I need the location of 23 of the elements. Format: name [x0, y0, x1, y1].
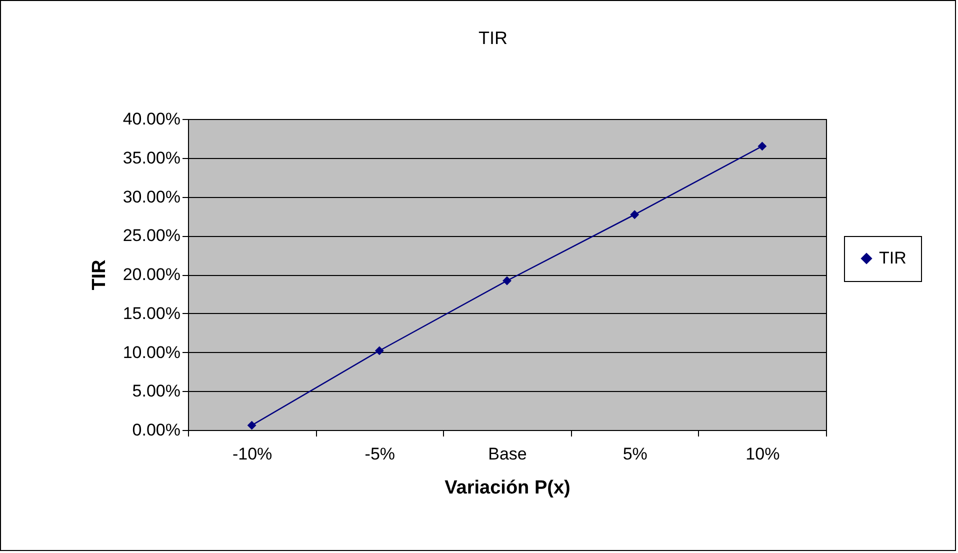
- y-tick-label: 15.00%: [122, 304, 180, 323]
- x-tick-label: 5%: [622, 444, 648, 464]
- x-tick-label: 10%: [746, 444, 780, 464]
- point: [374, 346, 384, 356]
- x-tick-label: Base: [488, 444, 527, 464]
- legend-label: TIR: [879, 248, 906, 268]
- y-tick-label: 0.00%: [132, 420, 180, 440]
- y-tick-label: 35.00%: [122, 148, 180, 168]
- y-axis-title: TIR: [88, 259, 110, 290]
- point: [758, 142, 767, 151]
- point: [247, 420, 256, 430]
- chart-title: TIR: [478, 28, 508, 48]
- y-tick-label: 30.00%: [122, 187, 180, 206]
- y-tick-label: 10.00%: [122, 342, 180, 362]
- y-tick-label: 25.00%: [122, 226, 180, 246]
- x-tick-label: -10%: [232, 444, 272, 464]
- y-tick-label: 20.00%: [122, 265, 180, 284]
- x-tick-label: -5%: [364, 444, 396, 464]
- y-tick-label: 40.00%: [122, 110, 180, 128]
- point: [502, 276, 512, 286]
- point: [630, 210, 640, 220]
- y-tick-label: 5.00%: [132, 382, 180, 401]
- x-axis-title: Variación P(x): [444, 478, 570, 498]
